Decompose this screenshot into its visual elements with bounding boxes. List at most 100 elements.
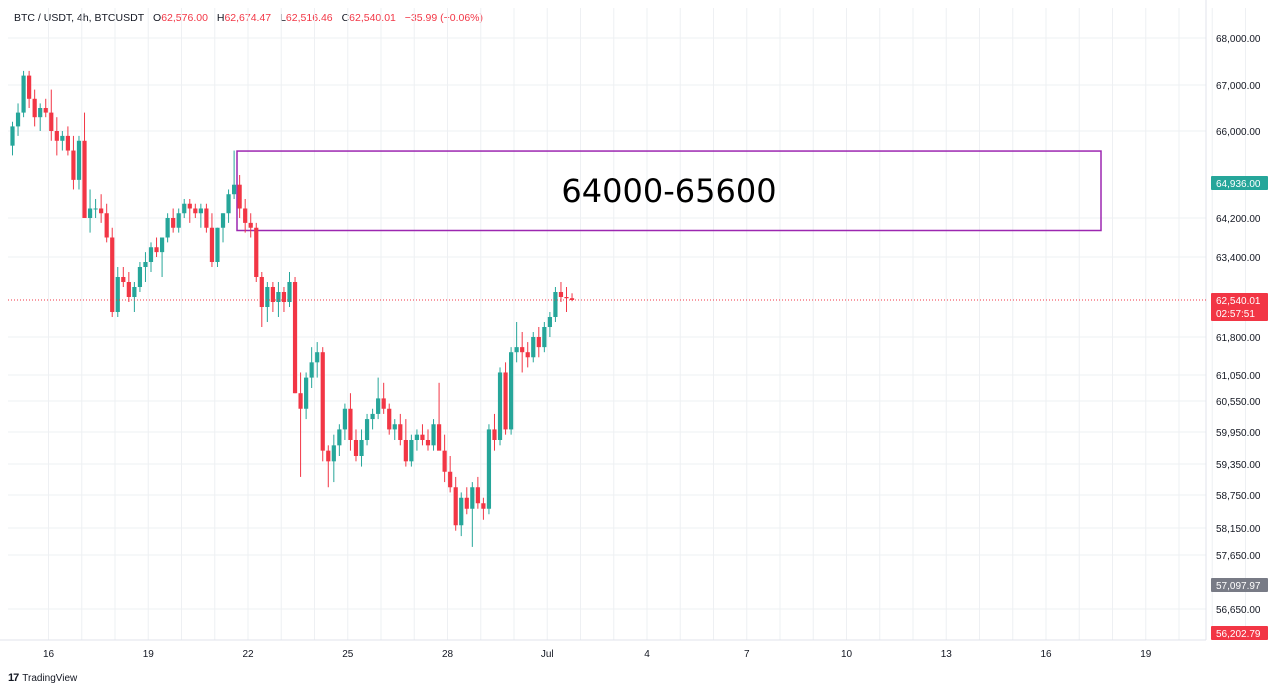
candle-up [215,227,220,267]
candle-body [497,372,503,440]
candle-down [126,272,131,302]
candle-body [60,135,65,141]
low-label: L [280,12,286,24]
time-tick-label: 7 [744,649,750,660]
candle-down [281,287,287,312]
candle-up [342,403,347,440]
candle-up [143,252,148,282]
candle-up [38,103,43,131]
candle-body [481,503,486,509]
candle-body [265,287,270,307]
candle-body [226,194,231,214]
price-tick-label: 67,000.00 [1216,81,1261,92]
candle-body [387,408,392,430]
price-tick-label: 59,350.00 [1216,460,1261,471]
candle-up [176,208,181,233]
candle-down [49,89,54,141]
candle-body [381,398,386,409]
candle-body [99,208,104,214]
candle-body [143,262,148,267]
candle-down [237,174,242,218]
candle-up [10,121,15,156]
candle-up [531,332,536,363]
candle-down [254,222,259,282]
price-badge-bg [1211,578,1268,593]
candle-up [337,424,342,456]
candle-down [475,476,480,509]
candle-body [187,203,192,209]
candle-down [326,445,331,488]
candle-up [409,434,414,467]
candle-body [558,292,564,297]
candle-down [403,419,408,467]
candle-body [71,150,76,180]
time-tick-label: Jul [541,649,554,660]
price-tick-label: 61,050.00 [1216,371,1261,382]
candle-up [182,198,187,218]
candle-body [32,98,37,118]
candle-body [132,287,137,297]
time-tick-label: 22 [242,649,254,660]
price-tick-label: 61,800.00 [1216,333,1261,344]
candle-body [121,277,126,282]
symbol-header: BTC / USDT, 4h, BTCUSDT O62,576.00 H62,6… [14,12,483,24]
candle-down [381,382,386,414]
candle-body [15,112,21,127]
price-tick-label: 59,950.00 [1216,428,1261,439]
candle-body [82,140,87,218]
price-badge: 56,202.79 [1211,626,1268,641]
candle-up [486,424,492,515]
symbol-title[interactable]: BTC / USDT, 4h, BTCUSDT [14,12,145,24]
price-tick-label: 60,550.00 [1216,397,1261,408]
candle-body [409,440,414,462]
candle-down [71,135,76,190]
candle-body [43,108,48,113]
candle-up [265,282,270,322]
candle-body [569,298,575,300]
candle-body [536,337,541,348]
candle-body [353,440,359,456]
candle-down [348,393,353,451]
candle-body [304,377,309,409]
candle-down [481,497,486,520]
price-tick-label: 63,400.00 [1216,253,1261,264]
candle-body [137,267,143,287]
candle-body [220,213,226,228]
open-value: 62,576.00 [161,12,208,24]
price-badge: 64,936.00 [1211,176,1268,190]
range-box [236,150,1102,232]
candle-up [359,429,364,467]
tradingview-logo[interactable]: 17 TradingView [8,672,77,684]
price-badge-countdown: 02:57:51 [1216,309,1255,320]
time-tick-label: 16 [43,649,55,660]
candle-body [176,213,181,228]
price-badge: 62,540.01 02:57:51 [1211,292,1268,321]
candle-down [298,372,303,477]
candle-down [387,403,392,435]
candle-body [243,208,248,223]
price-tick-label: 56,650.00 [1216,605,1261,616]
candle-up [198,203,203,228]
candle-body [254,227,259,277]
close-value: 62,540.01 [349,12,396,24]
price-tick-label: 64,200.00 [1216,214,1261,225]
candle-up [431,419,436,451]
candle-body [110,237,115,312]
candle-down [442,434,447,483]
candle-up [159,237,165,277]
candle-body [10,126,15,146]
candle-up [392,419,397,440]
candle-down [54,117,59,156]
time-tick-label: 25 [342,649,354,660]
candle-body [337,429,342,446]
candle-body [459,497,464,526]
candle-down [187,198,192,223]
candle-up [509,347,514,435]
candle-down [425,429,431,451]
candle-body [171,218,176,228]
candle-up [364,413,370,446]
candle-up [76,135,82,190]
candle-down [492,413,497,451]
candle-body [398,424,403,440]
